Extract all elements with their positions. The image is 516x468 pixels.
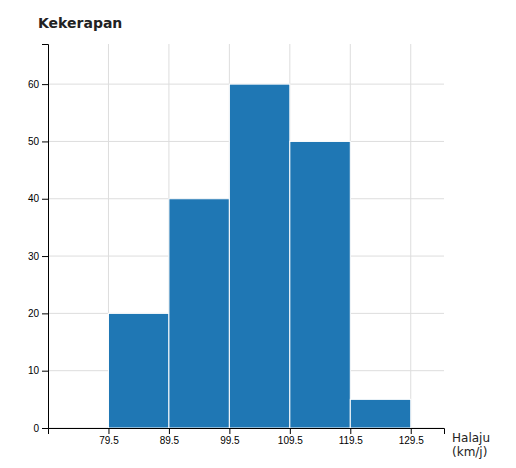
- tick-label: 30: [28, 251, 40, 262]
- tick: 89.5: [160, 428, 180, 446]
- tick-label: 89.5: [160, 435, 180, 446]
- tick: 20: [28, 308, 48, 319]
- tick: 10: [28, 365, 48, 376]
- tick-mark: [411, 428, 412, 434]
- bar: [290, 141, 350, 428]
- tick-label: 109.5: [278, 435, 303, 446]
- x-axis: 79.5 89.5 99.5 109.5 119.5 129.5: [49, 428, 445, 446]
- tick: 60: [28, 79, 48, 90]
- y-axis: 0 10 20 30 40 50 60: [28, 45, 49, 434]
- tick: 30: [28, 251, 48, 262]
- tick-mark: [42, 84, 48, 85]
- tick-label: 99.5: [220, 435, 240, 446]
- title: Kekerapan: [38, 15, 122, 31]
- tick: 109.5: [278, 428, 303, 446]
- tick-mark: [42, 371, 48, 372]
- tick-mark: [229, 428, 230, 434]
- bars: [108, 84, 410, 428]
- tick-mark: [169, 428, 170, 434]
- tick: 99.5: [220, 428, 240, 446]
- tick: 79.5: [99, 428, 119, 446]
- tick-label: 129.5: [399, 435, 424, 446]
- grid: [48, 44, 444, 428]
- x-label-line: (km/j): [452, 445, 487, 459]
- tick-label: 20: [28, 308, 40, 319]
- tick-label: 10: [28, 365, 40, 376]
- tick-mark: [42, 313, 48, 314]
- tick: 129.5: [399, 428, 424, 446]
- tick: 40: [28, 193, 48, 204]
- tick-label: 0: [33, 423, 39, 434]
- tick-mark: [42, 199, 48, 200]
- tick: 50: [28, 136, 48, 147]
- bar: [108, 313, 168, 428]
- bar: [169, 199, 229, 428]
- tick-mark: [350, 428, 351, 434]
- axis-line: [42, 45, 49, 429]
- x-label-line: Halaju: [452, 431, 490, 445]
- tick: 119.5: [339, 428, 364, 446]
- tick-mark: [42, 141, 48, 142]
- tick-label: 60: [28, 79, 40, 90]
- x-label: Halaju(km/j): [452, 431, 490, 459]
- tick-label: 79.5: [99, 435, 119, 446]
- axis-line: [49, 429, 445, 435]
- tick-label: 50: [28, 136, 40, 147]
- bar: [350, 399, 410, 428]
- tick: 0: [33, 423, 48, 434]
- tick-mark: [108, 428, 109, 434]
- tick-mark: [42, 428, 48, 429]
- chart: 79.5 89.5 99.5 109.5 119.5 129.5 0 10 20 30 40 50 60…: [0, 0, 516, 468]
- plot: 79.5 89.5 99.5 109.5 119.5 129.5 0 10 20 30 40 50 60: [28, 44, 445, 446]
- bar: [229, 84, 289, 428]
- tick-mark: [42, 256, 48, 257]
- tick-label: 40: [28, 193, 40, 204]
- tick-mark: [290, 428, 291, 434]
- tick-label: 119.5: [339, 435, 364, 446]
